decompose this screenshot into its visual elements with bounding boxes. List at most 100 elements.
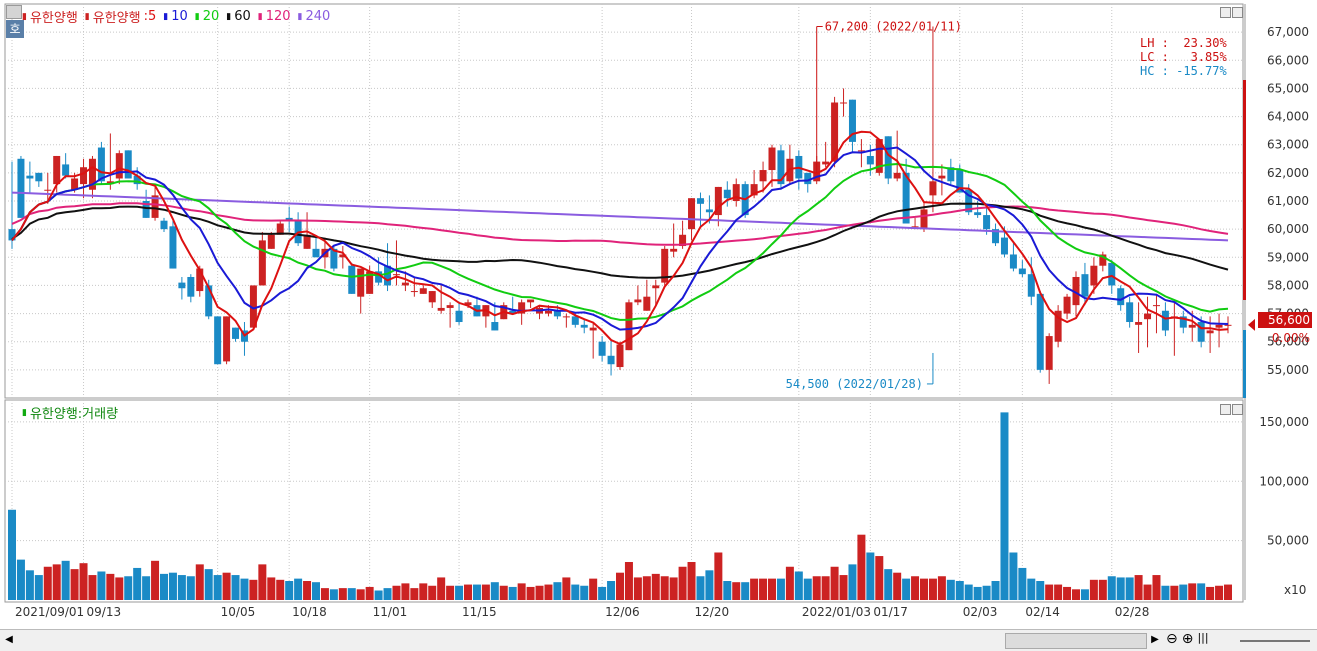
close-panel-icon[interactable] <box>1232 404 1243 415</box>
ma5-line <box>11 130 1229 346</box>
candle-body <box>1072 276 1080 306</box>
legend-ma20[interactable]: 20 <box>202 9 220 24</box>
maximize-panel-icon[interactable] <box>1220 404 1231 415</box>
volume-bar <box>571 584 580 600</box>
volume-bar <box>195 564 204 600</box>
panel-menu-icon[interactable] <box>6 5 22 19</box>
candle-body <box>947 167 955 182</box>
volume-bar <box>964 584 973 600</box>
x-tick-label: 10/05 <box>221 605 256 619</box>
candle-body <box>875 139 883 173</box>
scroll-right-icon[interactable]: ▶ <box>1151 634 1159 645</box>
volume-bar <box>133 567 142 600</box>
candle-body <box>732 184 740 201</box>
candle-body <box>1054 310 1062 342</box>
candle-body <box>187 276 195 297</box>
legend-marker-icon: ▮ <box>226 11 232 22</box>
volume-bar <box>803 578 812 600</box>
volume-bar <box>8 509 16 600</box>
legend-ma-prefix[interactable]: 유한양행 <box>92 11 141 26</box>
price-tick-label: 60,000 <box>1267 222 1309 236</box>
candle-body <box>714 186 722 216</box>
candle-body <box>1215 324 1223 328</box>
volume-bar <box>428 585 437 600</box>
range-stats: LH : 23.30% LC : 3.85% HC : -15.77% <box>1140 36 1227 78</box>
volume-bar <box>517 583 526 600</box>
maximize-panel-icon[interactable] <box>1220 7 1231 18</box>
volume-tick-label: 100,000 <box>1259 474 1309 488</box>
candle-body <box>1126 302 1134 323</box>
legend-ma5[interactable]: :5 <box>143 9 157 24</box>
candle-body <box>35 172 43 182</box>
x-tick-label: 2021/09/01 <box>15 605 84 619</box>
price-tick-label: 61,000 <box>1267 194 1309 208</box>
volume-bar <box>526 586 535 600</box>
candle-body <box>571 316 579 325</box>
bars-icon[interactable]: ||| <box>1197 631 1209 644</box>
candle-body <box>410 291 418 293</box>
scroll-left-icon[interactable]: ◀ <box>5 634 13 645</box>
volume-bar <box>875 556 884 600</box>
volume-bar <box>705 570 714 600</box>
price-tick-label: 56,000 <box>1267 335 1309 349</box>
volume-bar <box>419 583 428 600</box>
volume-bar <box>973 586 982 600</box>
volume-bar <box>902 578 911 600</box>
legend-ma240[interactable]: 240 <box>305 9 331 24</box>
volume-bar <box>61 560 70 600</box>
candle-body <box>115 153 123 179</box>
ho-button[interactable]: 호 <box>6 20 24 38</box>
low-annotation: 54,500 (2022/01/28) <box>786 377 923 391</box>
candle-body <box>705 209 713 213</box>
candle-body <box>562 316 570 318</box>
volume-bar <box>1072 589 1080 600</box>
volume-bar <box>1080 589 1089 600</box>
volume-bar <box>1215 585 1224 600</box>
candle-body <box>1152 305 1160 307</box>
candle-body <box>553 310 561 317</box>
volume-bar <box>687 562 696 600</box>
volume-bar <box>1179 584 1188 600</box>
candle-body <box>80 167 88 185</box>
volume-bar <box>678 566 687 600</box>
legend-ma10[interactable]: 10 <box>171 9 188 24</box>
volume-bar <box>213 575 222 600</box>
stat-lh: LH : 23.30% <box>1140 36 1227 50</box>
legend-ma120[interactable]: 120 <box>265 9 291 24</box>
volume-bar <box>1098 579 1107 600</box>
volume-bar <box>1116 577 1125 600</box>
close-panel-icon[interactable] <box>1232 7 1243 18</box>
scroll-thumb[interactable] <box>1005 633 1147 649</box>
candle-body <box>133 175 141 185</box>
volume-bar <box>1125 577 1134 600</box>
volume-bar <box>142 576 151 600</box>
volume-bar <box>1161 585 1170 600</box>
zoom-slider[interactable] <box>1240 640 1310 642</box>
zoom-out-icon[interactable]: ⊖ <box>1166 631 1178 647</box>
x-tick-label: 09/13 <box>87 605 122 619</box>
price-tick-label: 63,000 <box>1267 138 1309 152</box>
volume-bar <box>580 585 589 600</box>
horizontal-scrollbar[interactable]: ◀ ▶ ⊖ ⊕ ||| <box>0 629 1317 651</box>
candle-body <box>446 305 454 308</box>
legend-ma60[interactable]: 60 <box>234 9 251 24</box>
price-tick-label: 64,000 <box>1267 110 1309 124</box>
candle-body <box>598 341 606 356</box>
volume-bar <box>920 578 928 600</box>
volume-bar <box>267 577 276 600</box>
candle-body <box>1179 316 1187 328</box>
volume-legend-label[interactable]: 유한양행:거래량 <box>29 407 119 422</box>
volume-bar <box>34 575 43 600</box>
volume-bar <box>124 576 133 600</box>
zoom-in-icon[interactable]: ⊕ <box>1181 631 1194 647</box>
candle-body <box>1117 288 1125 306</box>
legend-stock-name[interactable]: 유한양행 <box>29 11 78 26</box>
volume-bar <box>258 564 267 600</box>
candle-body <box>142 201 150 218</box>
volume-bar <box>741 582 750 600</box>
candle-body <box>1144 313 1152 320</box>
volume-bar <box>204 569 213 600</box>
candle-body <box>965 189 973 213</box>
candle-body <box>1108 262 1116 286</box>
volume-bar <box>464 584 472 600</box>
